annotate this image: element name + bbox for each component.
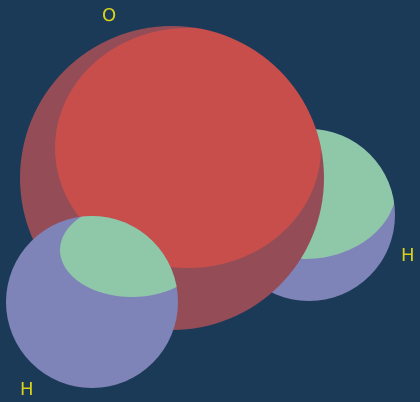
oxygen-front: [55, 28, 321, 268]
hydrogen-left-label: H: [20, 379, 34, 400]
hydrogen-right-label: H: [401, 245, 415, 266]
oxygen-label: O: [102, 5, 117, 26]
